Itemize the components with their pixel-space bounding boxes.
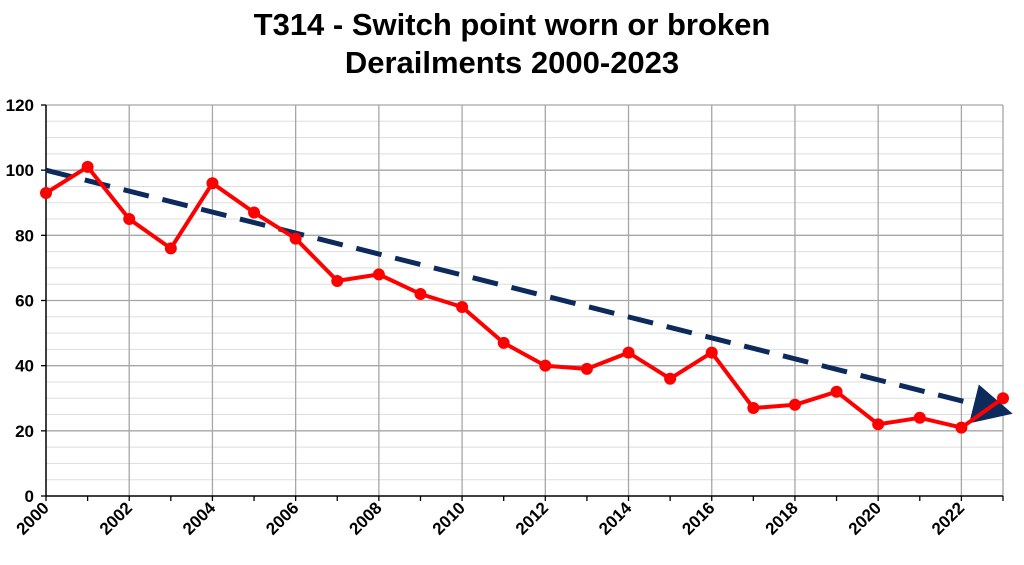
- y-tick-label: 120: [6, 96, 34, 115]
- data-point: [81, 160, 94, 173]
- data-point: [372, 268, 385, 281]
- data-point: [289, 232, 302, 245]
- data-point: [997, 392, 1009, 405]
- x-tick-label: 2000: [13, 498, 53, 538]
- y-tick-label: 100: [6, 161, 34, 180]
- data-point: [622, 346, 635, 359]
- series-layer: [40, 160, 1009, 434]
- grid-lines: [46, 104, 1004, 496]
- y-tick-label: 0: [25, 487, 34, 506]
- data-point: [747, 402, 760, 415]
- data-point: [331, 274, 344, 287]
- trendline-layer: [45, 167, 1013, 424]
- data-point: [955, 421, 968, 434]
- x-tick-label: 2014: [595, 498, 636, 539]
- data-point: [40, 186, 52, 199]
- data-point: [913, 411, 926, 424]
- x-tick-label: 2018: [762, 498, 802, 538]
- x-tick-label: 2016: [678, 498, 718, 538]
- trendline-arrow: [45, 167, 1013, 424]
- data-point: [497, 336, 510, 349]
- x-tick-label: 2022: [928, 498, 968, 538]
- data-point: [580, 362, 593, 375]
- chart-title-line1: T314 - Switch point worn or broken: [253, 7, 771, 42]
- x-tick-label: 2006: [262, 498, 302, 538]
- data-point: [248, 206, 261, 219]
- data-point: [664, 372, 677, 385]
- x-tick-labels: 2000 2002 2004 2006 2008 2010 2012 2014 2016 2018…: [13, 498, 969, 539]
- series-line: [44, 164, 1005, 430]
- data-point: [705, 346, 718, 359]
- chart-title-line2: Derailments 2000-2023: [344, 45, 680, 80]
- x-tick-label: 2020: [845, 498, 885, 538]
- data-point: [414, 287, 427, 300]
- data-point: [123, 213, 136, 226]
- data-point: [872, 418, 885, 431]
- data-point: [539, 359, 552, 372]
- data-point: [788, 398, 801, 411]
- y-tick-label: 20: [15, 422, 34, 441]
- data-point: [830, 385, 843, 398]
- data-point: [456, 301, 469, 314]
- x-tick-label: 2004: [179, 498, 220, 539]
- y-tick-label: 60: [15, 292, 34, 311]
- x-tick-label: 2002: [96, 498, 136, 538]
- y-tick-labels: 0 20 40 60 80 100 120: [6, 96, 34, 506]
- x-tick-label: 2012: [512, 498, 552, 538]
- axes: [41, 104, 1004, 501]
- data-point: [164, 242, 177, 255]
- x-tick-label: 2010: [429, 498, 469, 538]
- y-tick-label: 80: [15, 226, 34, 245]
- y-tick-label: 40: [15, 357, 34, 376]
- x-tick-label: 2008: [346, 498, 386, 538]
- data-point: [206, 177, 219, 190]
